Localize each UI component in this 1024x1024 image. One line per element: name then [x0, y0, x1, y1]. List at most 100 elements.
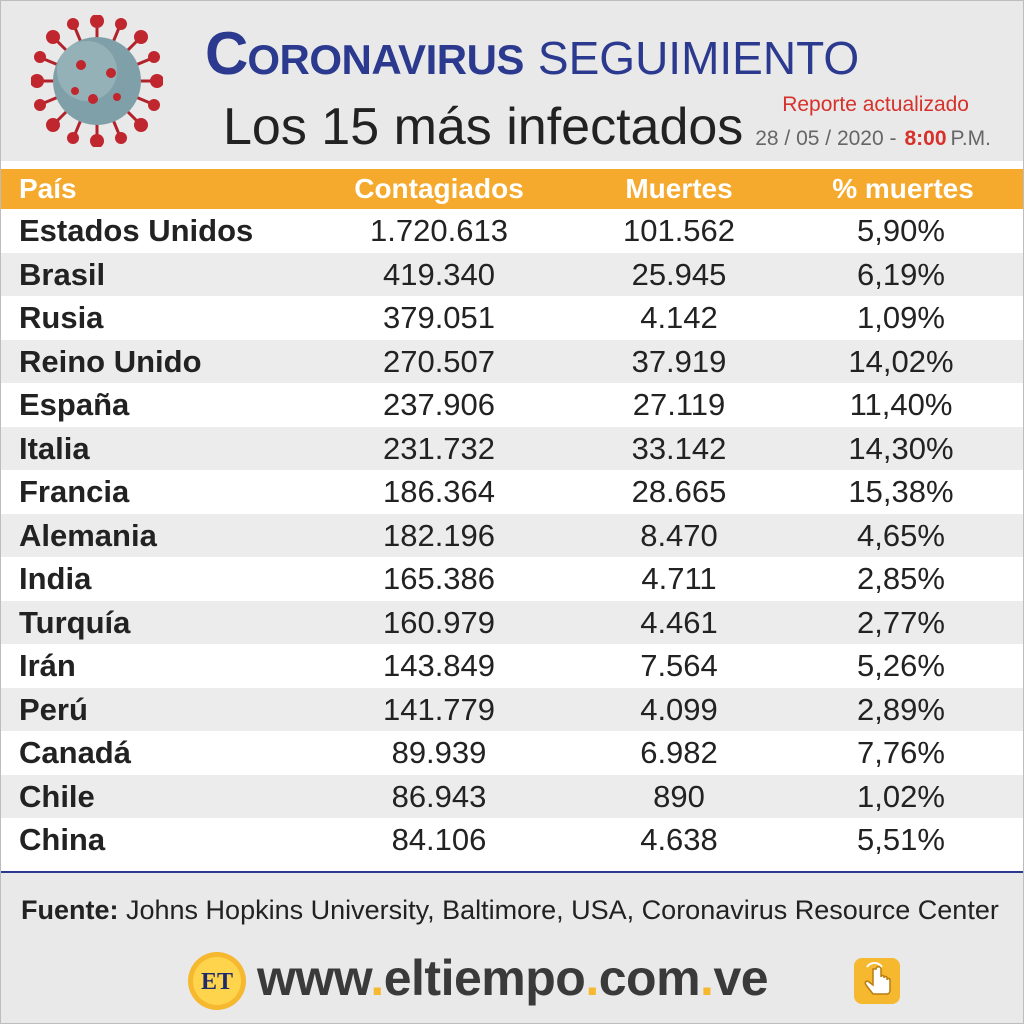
cell-contagiados: 84.106 — [391, 822, 487, 857]
cell-muertes: 7.564 — [640, 648, 718, 683]
cell-muertes: 25.945 — [631, 256, 727, 292]
table-row: China 84.106 4.638 5,51% — [1, 818, 1023, 862]
cell-muertes: 27.119 — [632, 387, 726, 422]
cell-muertes: 6.982 — [640, 735, 718, 770]
cell-pct-muertes: 5,90% — [857, 213, 945, 248]
data-table: País Contagiados Muertes % muertes Estad… — [1, 161, 1023, 869]
cell-pct-muertes: 7,76% — [857, 735, 945, 770]
website-link[interactable]: www.eltiempo.com.ve — [257, 949, 769, 1007]
cell-pct-muertes: 1,09% — [857, 300, 945, 335]
site-part2: eltiempo — [383, 950, 586, 1006]
eltiempo-logo-icon: ET — [188, 952, 246, 1010]
click-hand-icon — [854, 958, 900, 1004]
site-dot-1: . — [370, 950, 384, 1006]
cell-pais: Rusia — [19, 300, 104, 335]
cell-muertes: 4.638 — [640, 822, 718, 857]
table-row: Reino Unido 270.507 37.919 14,02% — [1, 339, 1023, 383]
table-row: Estados Unidos 1.720.613 101.562 5,90% — [1, 209, 1023, 253]
table-row: España 237.906 27.119 11,40% — [1, 383, 1023, 427]
table-row: Irán 143.849 7.564 5,26% — [1, 644, 1023, 688]
cell-muertes: 33.142 — [631, 430, 727, 466]
cell-muertes: 4.099 — [640, 691, 718, 727]
cell-pct-muertes: 14,30% — [848, 430, 954, 466]
cell-pct-muertes: 2,85% — [857, 561, 945, 596]
table-row: Chile 86.943 890 1,02% — [1, 774, 1023, 818]
title-first-letter: C — [205, 20, 248, 87]
site-dot-2: . — [585, 950, 599, 1006]
site-part3: com — [598, 950, 701, 1006]
cell-muertes: 101.562 — [622, 213, 736, 248]
report-time: 8:00 — [904, 127, 947, 150]
report-date-text: 28 / 05 / 2020 - — [755, 127, 897, 150]
cell-pais: India — [19, 561, 92, 596]
logo-text: ET — [201, 969, 233, 995]
table-row: Brasil 419.340 25.945 6,19% — [1, 252, 1023, 296]
table-header: País Contagiados Muertes % muertes — [1, 169, 1023, 209]
cell-contagiados: 160.979 — [382, 604, 496, 640]
cell-pais: España — [19, 387, 130, 422]
cell-contagiados: 89.939 — [391, 735, 487, 770]
virus-icon — [31, 15, 163, 147]
cell-pct-muertes: 15,38% — [848, 474, 954, 509]
cell-pct-muertes: 11,40% — [849, 387, 953, 422]
cell-pais: Chile — [19, 778, 95, 814]
header: CORONAVIRUS SEGUIMIENTO Los 15 más infect… — [1, 1, 1023, 161]
cell-pct-muertes: 14,02% — [848, 343, 954, 379]
title: CORONAVIRUS SEGUIMIENTO — [205, 19, 859, 88]
table-row: Perú 141.779 4.099 2,89% — [1, 687, 1023, 731]
header-muertes: Muertes — [625, 173, 733, 204]
cell-contagiados: 165.386 — [382, 561, 496, 596]
cell-muertes: 4.461 — [640, 604, 718, 640]
table-row: Rusia 379.051 4.142 1,09% — [1, 296, 1023, 340]
table-row: Turquía 160.979 4.461 2,77% — [1, 600, 1023, 644]
table-body: Estados Unidos 1.720.613 101.562 5,90% Brasi… — [1, 209, 1023, 862]
cell-pct-muertes: 5,26% — [857, 648, 945, 683]
cell-contagiados: 379.051 — [382, 300, 496, 335]
cell-contagiados: 270.507 — [382, 343, 496, 379]
table-row: Francia 186.364 28.665 15,38% — [1, 470, 1023, 514]
cell-contagiados: 231.732 — [382, 430, 496, 466]
source: Fuente: Johns Hopkins University, Baltim… — [21, 895, 999, 926]
cell-pais: Perú — [19, 691, 88, 727]
cell-muertes: 8.470 — [640, 517, 718, 553]
cell-pct-muertes: 6,19% — [857, 256, 945, 292]
source-text: Johns Hopkins University, Baltimore, USA… — [118, 895, 999, 925]
site-part4: ve — [713, 950, 769, 1006]
cell-contagiados: 419.340 — [382, 256, 496, 292]
report-label: Reporte actualizado — [782, 93, 969, 116]
cell-contagiados: 1.720.613 — [370, 213, 508, 248]
table-row: Alemania 182.196 8.470 4,65% — [1, 513, 1023, 557]
cell-pais: Turquía — [19, 604, 131, 640]
cell-pct-muertes: 2,89% — [857, 691, 945, 727]
cell-muertes: 28.665 — [631, 474, 727, 509]
cell-pais: Estados Unidos — [19, 213, 254, 248]
cell-pais: Reino Unido — [19, 343, 202, 379]
cell-contagiados: 182.196 — [382, 517, 496, 553]
site-part1: www — [257, 950, 371, 1006]
table-row: India 165.386 4.711 2,85% — [1, 557, 1023, 601]
footer: Fuente: Johns Hopkins University, Baltim… — [1, 873, 1023, 1023]
cell-pais: Italia — [19, 430, 90, 466]
header-pais: País — [19, 173, 77, 204]
cell-pct-muertes: 2,77% — [857, 604, 945, 640]
report-date: 28 / 05 / 2020 - 8:00 P.M. — [755, 127, 991, 151]
table-row: Canadá 89.939 6.982 7,76% — [1, 731, 1023, 775]
title-rest: ORONAVIRUS — [247, 36, 524, 83]
cell-pais: Irán — [19, 648, 76, 683]
cell-contagiados: 186.364 — [382, 474, 496, 509]
cell-contagiados: 237.906 — [382, 387, 496, 422]
cell-pais: Francia — [19, 474, 130, 509]
header-contagiados: Contagiados — [354, 173, 524, 204]
divider — [1, 871, 1023, 873]
cell-contagiados: 86.943 — [391, 778, 487, 814]
title-second: SEGUIMIENTO — [537, 32, 860, 84]
cell-pais: Canadá — [19, 735, 131, 770]
cell-pct-muertes: 4,65% — [857, 517, 945, 553]
cell-contagiados: 141.779 — [382, 691, 496, 727]
cell-pais: Alemania — [19, 517, 157, 553]
cell-muertes: 890 — [653, 778, 705, 814]
source-label: Fuente: — [21, 895, 119, 925]
report-ampm: P.M. — [950, 127, 991, 150]
header-pct-muertes: % muertes — [832, 173, 974, 204]
